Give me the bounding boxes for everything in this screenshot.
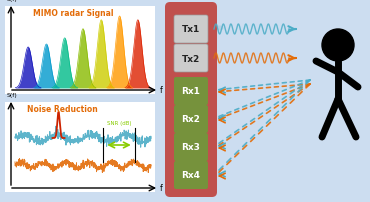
Ellipse shape <box>211 60 217 64</box>
Text: Noise Reduction: Noise Reduction <box>27 104 98 114</box>
Text: MIMO radar Signal: MIMO radar Signal <box>33 9 114 18</box>
Ellipse shape <box>211 31 217 35</box>
Text: Tx2: Tx2 <box>182 54 200 63</box>
Text: Rx2: Rx2 <box>182 115 201 124</box>
Text: Rx3: Rx3 <box>182 143 201 152</box>
Text: f: f <box>160 184 163 193</box>
FancyBboxPatch shape <box>174 45 208 73</box>
Text: S(f): S(f) <box>7 93 18 98</box>
Bar <box>5 102 155 192</box>
Text: Rx1: Rx1 <box>182 87 201 96</box>
Text: Rx4: Rx4 <box>182 171 201 180</box>
Bar <box>5 7 155 95</box>
Ellipse shape <box>205 56 215 62</box>
Text: Tx1: Tx1 <box>182 25 200 34</box>
Ellipse shape <box>205 27 215 33</box>
FancyBboxPatch shape <box>174 16 208 44</box>
Ellipse shape <box>212 53 219 58</box>
Circle shape <box>322 30 354 62</box>
Text: SNR (dB): SNR (dB) <box>107 120 131 125</box>
FancyBboxPatch shape <box>174 78 208 105</box>
FancyBboxPatch shape <box>165 3 217 197</box>
Ellipse shape <box>212 24 219 29</box>
Text: S(f): S(f) <box>7 0 18 2</box>
FancyBboxPatch shape <box>174 161 208 189</box>
Ellipse shape <box>216 55 223 60</box>
FancyBboxPatch shape <box>174 133 208 161</box>
Text: f: f <box>160 86 163 95</box>
Ellipse shape <box>216 26 223 31</box>
FancyBboxPatch shape <box>174 105 208 133</box>
